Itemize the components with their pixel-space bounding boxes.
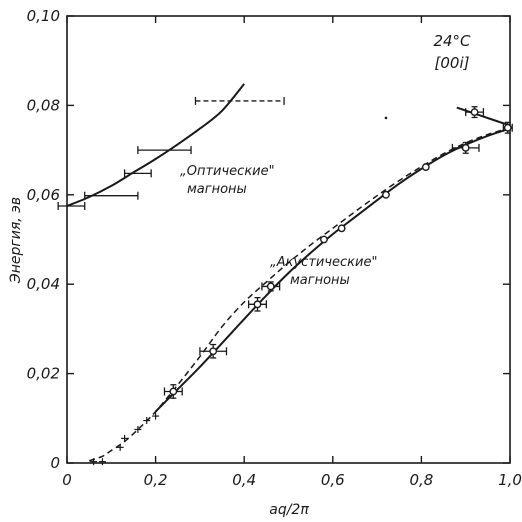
plot-frame xyxy=(66,15,511,464)
optical-annotation-line2: магноны xyxy=(187,182,247,197)
y-tick-label: 0,02 xyxy=(27,365,60,383)
y-tick-labels: 0 0,02 0,04 0,06 0,08 0,10 xyxy=(27,7,60,472)
acoustic-points-marker xyxy=(266,282,275,291)
acoustic-points-marker xyxy=(169,387,178,396)
data-markers xyxy=(57,96,513,466)
acoustic-points-marker xyxy=(253,300,262,309)
acoustic-dashed-curve-line xyxy=(88,127,511,462)
acoustic-annotation-line2: магноны xyxy=(290,273,350,288)
direction-label: [00i] xyxy=(435,54,470,72)
x-tick-label: 0 xyxy=(62,471,72,489)
acoustic-points-marker xyxy=(382,190,390,199)
optical-curve-line xyxy=(66,83,245,207)
acoustic-points-marker xyxy=(470,108,479,117)
y-tick-label: 0 xyxy=(50,454,60,472)
acoustic-points-marker xyxy=(337,224,346,233)
y-tick-label: 0,10 xyxy=(27,7,60,25)
x-tick-labels: 0 0,2 0,4 0,6 0,8 1,0 xyxy=(62,471,522,489)
x-tick-label: 0,2 xyxy=(144,471,168,489)
acoustic-points-marker xyxy=(209,347,218,356)
acoustic-points-marker xyxy=(503,123,512,132)
acoustic-points-marker xyxy=(320,235,328,244)
y-tick-label: 0,04 xyxy=(27,275,60,293)
optical-upper-curve-line xyxy=(456,106,511,127)
x-tick-label: 0,8 xyxy=(409,471,433,489)
stray-dot xyxy=(384,116,388,120)
x-tick-label: 1,0 xyxy=(498,471,522,489)
series-curves xyxy=(66,83,511,462)
x-tick-label: 0,6 xyxy=(321,471,345,489)
y-axis-label: Энергия, эв xyxy=(8,197,24,284)
x-axis-label: aq/2π xyxy=(269,502,309,518)
y-tick-label: 0,08 xyxy=(27,96,60,114)
temperature-label: 24°C xyxy=(433,32,471,50)
acoustic-points-marker xyxy=(461,143,470,152)
acoustic-annotation-line1: „Акустические" xyxy=(270,255,377,270)
optical-annotation-line1: „Оптические" xyxy=(180,164,275,179)
tick-marks xyxy=(66,15,511,464)
acoustic-points-marker xyxy=(421,163,430,171)
y-tick-label: 0,06 xyxy=(27,186,60,204)
x-tick-label: 0,4 xyxy=(232,471,256,489)
